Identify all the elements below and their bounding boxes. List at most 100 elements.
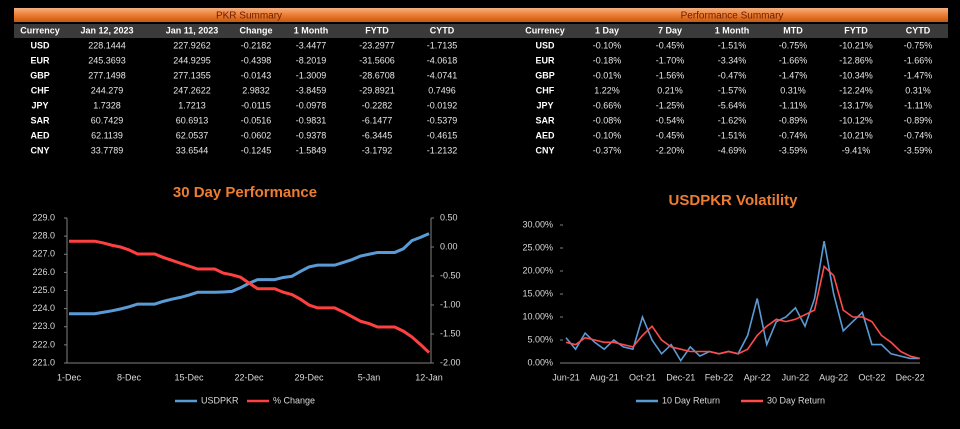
y-tick-label: 222.0 [32,339,55,349]
table-cell: -0.0192 [427,100,458,110]
table-cell: -1.47% [779,70,808,80]
column-header: CYTD [906,25,931,35]
table-cell: -0.74% [779,130,808,140]
table-cell: -0.75% [779,40,808,50]
currency-cell: GBP [535,70,555,80]
column-header-bar [14,24,948,38]
legend-label: 30 Day Return [767,395,825,405]
x-tick-label: Jun-22 [782,372,810,382]
currency-cell: AED [535,130,555,140]
table-cell: -0.0516 [241,115,272,125]
y-tick-label: 221.0 [32,357,55,367]
table-cell: -6.3445 [362,130,393,140]
table-cell: -1.51% [718,130,747,140]
x-tick-label: 22-Dec [234,372,264,382]
x-tick-label: Jun-21 [552,372,580,382]
table-cell: -0.4398 [241,55,272,65]
table-cell: -0.54% [656,115,685,125]
x-tick-label: Aug-22 [819,372,848,382]
column-header: Change [239,25,272,35]
column-header: 1 Day [595,25,619,35]
table-cell: -0.18% [593,55,622,65]
x-tick-label: Dec-21 [666,372,695,382]
currency-cell: GBP [30,70,50,80]
currency-cell: CNY [30,145,49,155]
table-cell: 2.9832 [242,85,270,95]
table-cell: -3.4477 [296,40,327,50]
table-cell: 62.1139 [91,130,123,140]
table-cell: -0.08% [593,115,622,125]
currency-cell: CHF [536,85,555,95]
column-header: Currency [525,25,565,35]
table-cell: 0.21% [657,85,683,95]
y-tick-label: 10.00% [522,311,553,321]
table-cell: -0.66% [593,100,622,110]
table-cell: 0.7496 [428,85,456,95]
table-cell: -0.2282 [362,100,393,110]
table-cell: 244.279 [91,85,124,95]
currency-cell: CHF [31,85,50,95]
y-tick-label: 20.00% [522,265,553,275]
column-header: Currency [20,25,60,35]
table-cell: -10.12% [839,115,873,125]
table-cell: -1.51% [718,40,747,50]
table-cell: -0.74% [904,130,933,140]
table-cell: -12.86% [839,55,873,65]
x-tick-label: Apr-22 [744,372,771,382]
table-cell: -0.1245 [241,145,272,155]
table-cell: 0.31% [780,85,806,95]
y2-tick-label: 0.50 [440,212,458,222]
table-cell: 1.7213 [178,100,206,110]
table-cell: -0.47% [718,70,747,80]
table-cell: -0.10% [593,130,622,140]
y-tick-label: 227.0 [32,249,55,259]
table-cell: -1.11% [779,100,807,110]
y-tick-label: 15.00% [522,288,553,298]
table-cell: 60.6913 [176,115,209,125]
y-tick-label: 223.0 [32,321,55,331]
table-cell: 277.1498 [88,70,126,80]
table-cell: -8.2019 [296,55,327,65]
chart-title: 30 Day Performance [173,184,317,201]
table-cell: -4.0618 [427,55,458,65]
x-tick-label: 5-Jan [358,372,381,382]
y-tick-label: 229.0 [32,212,55,222]
currency-cell: EUR [30,55,50,65]
table-cell: -3.8459 [296,85,327,95]
table-cell: -28.6708 [359,70,395,80]
table-cell: 228.1444 [88,40,126,50]
column-header: 1 Month [294,25,329,35]
table-title: PKR Summary [216,11,282,22]
table-cell: -9.41% [842,145,871,155]
currency-cell: EUR [535,55,555,65]
y2-tick-label: -1.50 [440,328,461,338]
chart-title: USDPKR Volatility [669,192,799,209]
table-cell: -0.0602 [241,130,272,140]
x-tick-label: 8-Dec [117,372,142,382]
y2-tick-label: -0.50 [440,270,461,280]
column-header: FYTD [365,25,389,35]
table-cell: -10.21% [839,40,873,50]
table-cell: -0.37% [593,145,622,155]
line-series [565,240,920,363]
line-series [69,232,430,316]
table-cell: -23.2977 [359,40,395,50]
table-cell: 244.9295 [173,55,211,65]
y2-tick-label: -2.00 [440,357,461,367]
table-cell: -1.3009 [296,70,327,80]
table-cell: -0.9831 [296,115,327,125]
table-cell: -1.56% [656,70,685,80]
currency-cell: JPY [536,100,553,110]
table-cell: -0.10% [593,40,622,50]
currency-cell: USD [535,40,555,50]
table-cell: -12.24% [839,85,873,95]
table-cell: -1.5849 [296,145,327,155]
table-cell: -3.34% [718,55,747,65]
table-cell: -3.59% [904,145,933,155]
x-tick-label: 1-Dec [57,372,82,382]
column-header: 1 Month [715,25,750,35]
column-header: Jan 11, 2023 [166,25,219,35]
table-cell: -1.7135 [427,40,458,50]
table-cell: 33.6544 [176,145,209,155]
